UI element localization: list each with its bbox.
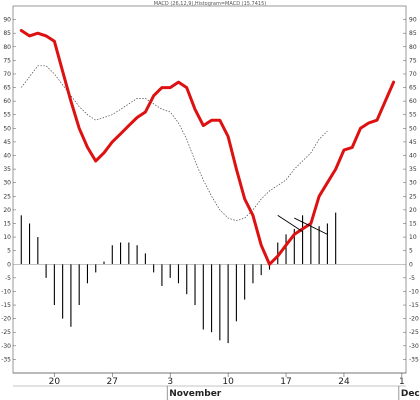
x-tick-label: 10 (222, 377, 234, 387)
y-tick-label-left: 55 (3, 112, 11, 119)
x-axis: 20273101724181NovemberDecember (49, 373, 420, 400)
macd-line (19, 29, 396, 266)
trendline (277, 214, 303, 233)
y-tick-label-left: 5 (7, 248, 11, 255)
y-tick-label-left: -5 (5, 275, 11, 282)
y-axis-left: -35 -30 -25 -20 -15 -10 -5 0 5 10 15 20 25 30 35 40 45 50… (1, 17, 16, 363)
trendline-annotations (277, 214, 328, 235)
y-tick-label-right: -10 (409, 288, 419, 295)
x-tick-label: 17 (280, 377, 291, 387)
y-tick-label-left: -25 (1, 329, 11, 336)
y-tick-label-left: 70 (3, 71, 11, 78)
y-tick-label-right: 65 (409, 85, 417, 92)
y-tick-label-right: -25 (409, 329, 419, 336)
y-tick-label-right: 5 (409, 248, 413, 255)
y-tick-label-left: 50 (3, 125, 11, 132)
y-tick-label-right: 35 (409, 166, 417, 173)
y-tick-label-left: 0 (7, 261, 11, 268)
y-tick-label-left: 60 (3, 98, 11, 105)
y-tick-label-left: -35 (1, 356, 11, 363)
y-tick-label-right: 80 (409, 44, 417, 51)
x-tick-label: 1 (399, 377, 405, 387)
y-tick-label-right: 85 (409, 30, 417, 37)
y-tick-label-left: 90 (3, 17, 11, 24)
y-tick-label-right: 40 (409, 153, 417, 160)
y-tick-label-right: 20 (409, 207, 417, 214)
y-tick-label-left: 25 (3, 193, 11, 200)
y-tick-label-right: 75 (409, 57, 417, 64)
y-tick-label-left: 80 (3, 44, 11, 51)
y-tick-label-right: -15 (409, 302, 419, 309)
month-label: November (169, 389, 222, 399)
y-tick-label-right: 90 (409, 17, 417, 24)
y-tick-label-right: 30 (409, 180, 417, 187)
y-tick-label-right: 0 (409, 261, 413, 268)
x-tick-label: 24 (338, 377, 350, 387)
trendline (294, 217, 328, 235)
y-tick-label-right: 45 (409, 139, 417, 146)
y-tick-label-right: 60 (409, 98, 417, 105)
y-tick-label-left: 85 (3, 30, 11, 37)
x-tick-label: 3 (167, 377, 173, 387)
signal-line (21, 65, 328, 222)
y-tick-label-left: 75 (3, 57, 11, 64)
y-tick-label-left: 65 (3, 85, 11, 92)
y-tick-label-right: -35 (409, 356, 419, 363)
y-tick-label-right: -5 (409, 275, 415, 282)
y-tick-label-left: 40 (3, 153, 11, 160)
y-tick-label-left: -20 (1, 316, 11, 323)
x-tick-label: 20 (49, 377, 61, 387)
y-tick-label-left: -10 (1, 288, 11, 295)
y-tick-label-left: -15 (1, 302, 11, 309)
y-tick-label-right: -30 (409, 343, 419, 350)
y-tick-label-right: 25 (409, 193, 417, 200)
chart-title: MACD (26,12,9),Histogram=MACD (15.7415) (154, 1, 266, 7)
y-tick-label-left: 20 (3, 207, 11, 214)
y-tick-label-right: -20 (409, 316, 419, 323)
y-tick-label-left: 30 (3, 180, 11, 187)
histogram-bars (20, 212, 337, 344)
y-tick-label-left: -30 (1, 343, 11, 350)
y-axis-right: -35 -30 -25 -20 -15 -10 -5 0 5 10 15 20 25 30 35 40 45 50… (403, 17, 419, 363)
y-tick-label-right: 70 (409, 71, 417, 78)
y-tick-label-right: 15 (409, 220, 417, 227)
y-tick-label-left: 10 (3, 234, 11, 241)
month-label: December (401, 389, 420, 399)
y-tick-label-right: 10 (409, 234, 417, 241)
y-tick-label-left: 45 (3, 139, 11, 146)
x-tick-label: 27 (107, 377, 118, 387)
y-tick-label-left: 35 (3, 166, 11, 173)
y-tick-label-right: 50 (409, 125, 417, 132)
y-tick-label-right: 55 (409, 112, 417, 119)
y-tick-label-left: 15 (3, 220, 11, 227)
